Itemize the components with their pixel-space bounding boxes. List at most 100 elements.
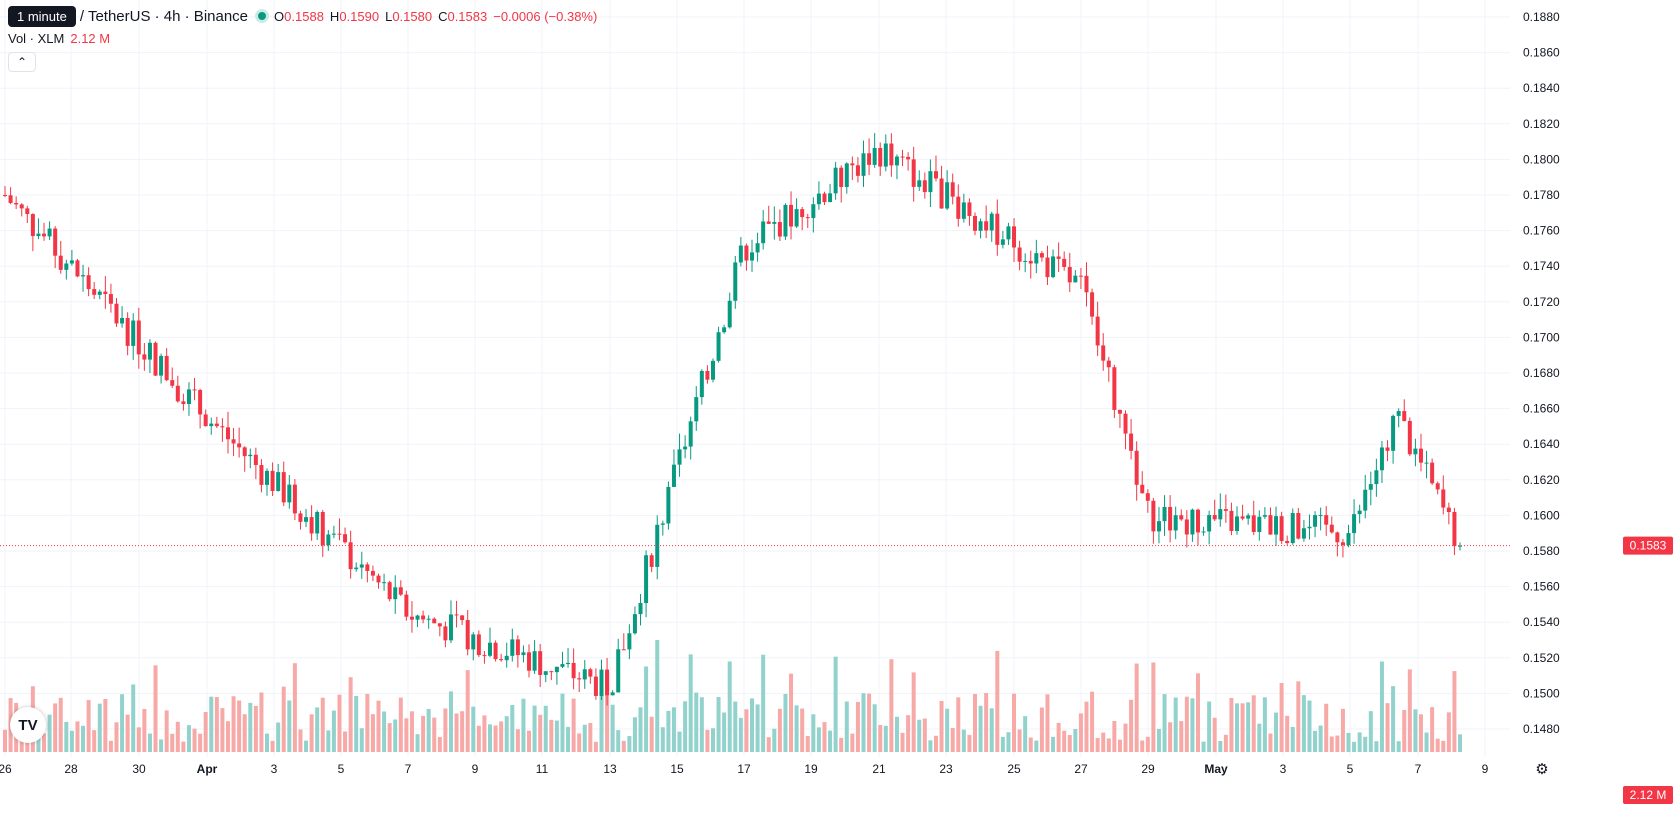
candle-body: [1363, 489, 1368, 511]
candle-body: [789, 204, 794, 227]
candle-body: [1190, 509, 1195, 535]
candle-body: [532, 651, 537, 671]
candle-body: [147, 342, 152, 360]
volume-bar: [1340, 708, 1345, 752]
volume-bar: [1418, 714, 1423, 752]
market-status-dot-icon[interactable]: [258, 12, 267, 20]
volume-bar: [108, 740, 113, 752]
candle-body: [872, 147, 877, 165]
time-tick-label: 9: [1482, 762, 1489, 776]
volume-bar: [705, 729, 710, 752]
volume-bar: [1195, 673, 1200, 752]
candle-body: [950, 182, 955, 197]
candle-body: [1095, 316, 1100, 346]
volume-bar: [3, 729, 7, 752]
volume-bar: [1051, 736, 1056, 752]
volume-bar: [198, 733, 203, 752]
candle-body: [861, 153, 866, 176]
candle-body: [1218, 509, 1223, 520]
candle-body: [69, 260, 74, 264]
volume-bar: [616, 730, 621, 752]
volume-bar: [1095, 737, 1100, 752]
volume-bar: [554, 720, 559, 752]
candle-body: [1056, 256, 1061, 259]
volume-bar: [1346, 732, 1351, 752]
volume-bar: [973, 693, 977, 752]
volume-bar: [370, 714, 375, 752]
volume-bar: [476, 725, 481, 752]
tradingview-logo-icon[interactable]: TV: [10, 707, 46, 743]
candle-body: [53, 228, 58, 256]
volume-bar: [376, 700, 381, 752]
volume-bar: [259, 692, 264, 752]
candle-body: [973, 215, 977, 231]
volume-bar: [348, 677, 353, 752]
volume-bar: [309, 714, 314, 752]
volume-bar: [1296, 681, 1301, 752]
collapse-legend-button[interactable]: ⌃: [8, 52, 36, 72]
candle-body: [727, 300, 732, 328]
candle-body: [108, 294, 113, 304]
candle-body: [1379, 447, 1384, 471]
volume-bar: [1402, 710, 1407, 752]
volume-bar: [1145, 736, 1150, 752]
candle-body: [304, 517, 309, 522]
symbol-legend: 1 minute / TetherUS · 4h · Binance O0.15…: [8, 5, 597, 27]
volume-bar: [1430, 707, 1435, 752]
volume-bar: [939, 700, 944, 752]
price-tick-label: 0.1740: [1523, 259, 1560, 273]
price-tick-label: 0.1620: [1523, 473, 1560, 487]
volume-bar: [159, 739, 164, 752]
volume-bar: [153, 665, 158, 752]
volume-bar: [1407, 669, 1412, 752]
candle-body: [281, 472, 286, 503]
candle-body: [1396, 411, 1401, 416]
candle-body: [621, 649, 626, 651]
volume-bar: [186, 725, 191, 752]
volume-bar: [53, 703, 58, 752]
volume-bar: [1374, 741, 1379, 752]
candle-body: [114, 303, 119, 324]
candle-body: [777, 222, 782, 237]
price-tick-label: 0.1520: [1523, 651, 1560, 665]
symbol-title[interactable]: / TetherUS · 4h · Binance: [79, 7, 249, 25]
volume-bar: [1363, 736, 1368, 752]
candle-body: [354, 567, 359, 570]
volume-bar: [1084, 701, 1089, 752]
volume-bar: [248, 702, 253, 752]
volume-bar: [1212, 717, 1217, 752]
last-price-badge: [1623, 536, 1673, 555]
time-tick-label: Apr: [197, 762, 218, 776]
candle-body: [1123, 413, 1128, 434]
candle-body: [203, 414, 208, 427]
candle-body: [750, 252, 755, 261]
time-tick-label: 7: [405, 762, 412, 776]
volume-bar: [1446, 712, 1451, 752]
candle-body: [415, 615, 420, 620]
price-tick-label: 0.1500: [1523, 686, 1560, 700]
candle-body: [844, 163, 849, 187]
candle-body: [1017, 247, 1022, 262]
volume-bar: [716, 697, 721, 752]
volume-bar: [359, 728, 364, 752]
candle-body: [538, 651, 543, 675]
price-tick-label: 0.1860: [1523, 46, 1560, 60]
candle-body: [348, 542, 353, 570]
volume-bar: [566, 726, 571, 752]
gear-icon[interactable]: ⚙: [1535, 761, 1549, 778]
volume-bar: [92, 730, 97, 752]
candle-body: [421, 615, 426, 620]
volume-legend[interactable]: Vol · XLM 2.12 M: [8, 31, 110, 46]
volume-bar: [733, 701, 738, 752]
price-tick-label: 0.1840: [1523, 81, 1560, 95]
volume-bar: [465, 670, 470, 752]
volume-bar: [164, 710, 169, 752]
volume-bar: [1257, 723, 1262, 752]
volume-bar: [655, 639, 660, 752]
volume-bar: [967, 734, 972, 752]
candle-body: [175, 385, 180, 402]
price-tick-label: 0.1580: [1523, 544, 1560, 558]
candle-body: [1101, 345, 1106, 361]
candle-body: [1039, 253, 1044, 258]
